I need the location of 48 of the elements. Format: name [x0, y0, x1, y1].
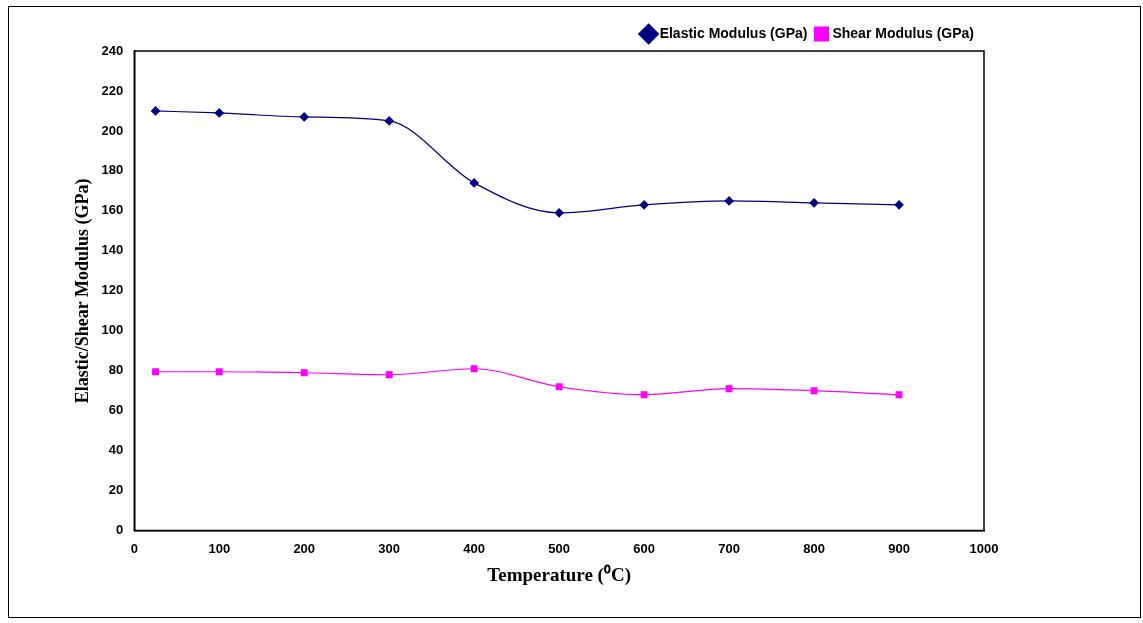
point: [810, 387, 818, 395]
y-tick-label: 20: [108, 482, 124, 498]
x-tick-label: 200: [293, 540, 316, 556]
point: [299, 112, 309, 122]
x-tick-label: 100: [208, 540, 231, 556]
y-tick-label: 160: [101, 202, 124, 218]
y-tick-label: 140: [101, 242, 124, 258]
y-tick-label: 60: [108, 402, 124, 418]
x-tick-label: 0: [130, 540, 138, 556]
y-tick-label: 120: [101, 282, 124, 298]
x-tick-label: 600: [633, 540, 655, 556]
point: [385, 371, 393, 379]
y-tick-label: 180: [101, 162, 124, 178]
point: [214, 108, 224, 118]
x-tick-label: 900: [888, 540, 910, 556]
y-tick-label: 0: [116, 522, 124, 538]
x-tick-label: 700: [718, 540, 740, 556]
x-tick-label: 1000: [969, 540, 999, 556]
point: [152, 368, 159, 376]
y-tick-label: 40: [108, 442, 124, 458]
point: [639, 200, 649, 210]
point: [384, 116, 394, 126]
y-tick-label: 200: [101, 122, 124, 138]
point: [895, 391, 903, 399]
legend-label: Elastic Modulus (GPa): [659, 24, 808, 41]
x-tick-label: 300: [378, 540, 401, 556]
y-axis-title: Elastic/Shear Modulus (GPa): [72, 178, 94, 404]
point: [555, 383, 563, 391]
point: [554, 208, 564, 218]
point: [640, 391, 648, 399]
point: [724, 196, 734, 206]
point: [469, 178, 479, 188]
y-tick-label: 80: [108, 362, 124, 378]
y-tick-label: 100: [101, 322, 124, 338]
y-tick-label: 220: [101, 82, 124, 98]
y-tick-label: 240: [101, 42, 124, 58]
x-tick-label: 400: [463, 540, 486, 556]
point: [894, 200, 904, 210]
point: [725, 385, 733, 393]
point: [470, 365, 478, 373]
x-axis-title: Temperature (⁰C): [487, 563, 631, 586]
point: [215, 368, 223, 376]
legend-label: Shear Modulus (GPa): [832, 24, 975, 41]
point: [300, 369, 308, 377]
x-tick-label: 500: [548, 540, 570, 556]
point: [150, 106, 161, 116]
x-tick-label: 800: [803, 540, 825, 556]
point: [809, 198, 819, 208]
